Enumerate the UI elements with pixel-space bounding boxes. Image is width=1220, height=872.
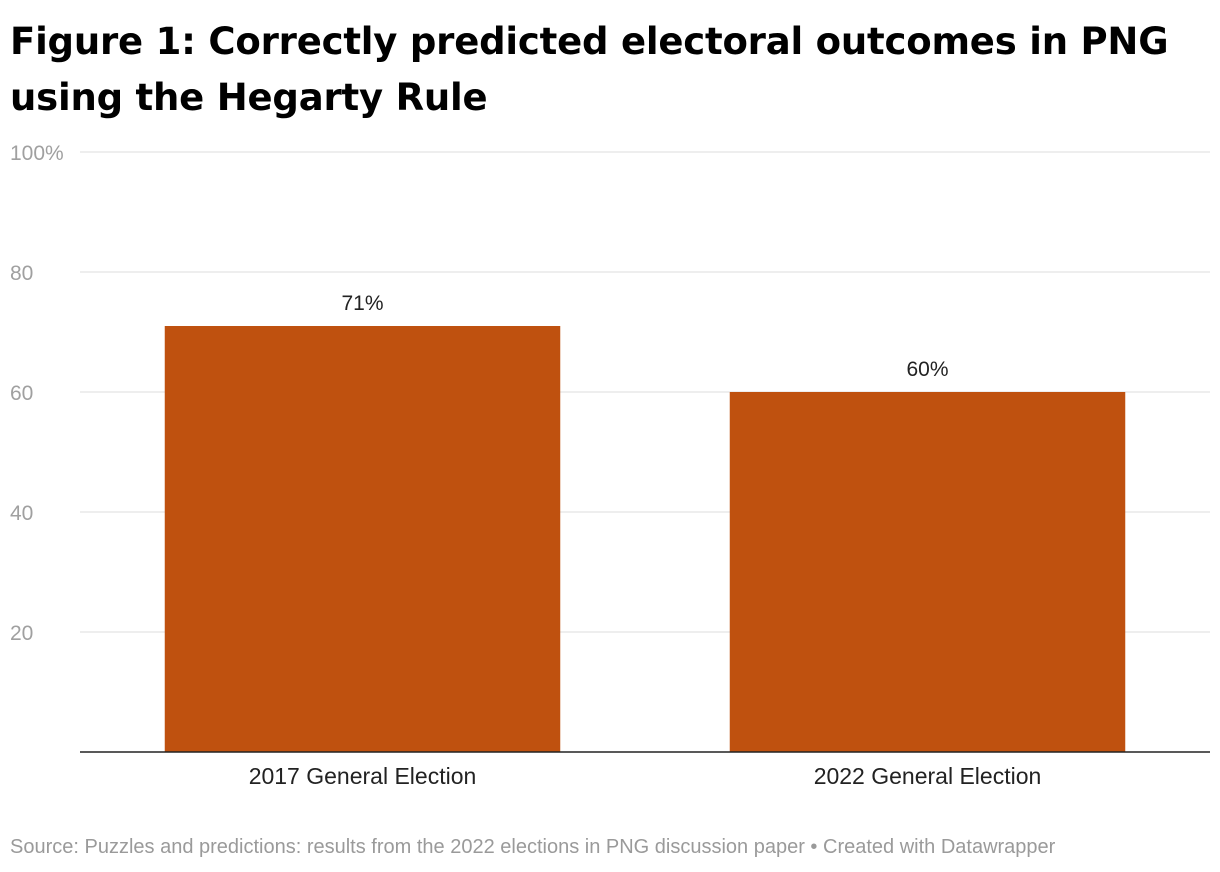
data-labels: 71% 60% [341, 292, 948, 381]
y-tick-label: 100% [10, 142, 64, 165]
credit-text: Created with Datawrapper [823, 836, 1056, 858]
y-tick-label: 20 [10, 622, 33, 645]
y-axis-ticks: 20 40 60 80 100% [10, 142, 64, 645]
x-tick-label: 2022 General Election [814, 763, 1042, 789]
chart-title-line-1: Figure 1: Correctly predicted electoral … [10, 20, 1169, 63]
source-note: Source: Puzzles and predictions: results… [10, 836, 1055, 859]
bar-value-label: 60% [906, 358, 948, 381]
y-tick-label: 60 [10, 382, 33, 405]
chart-title: Figure 1: Correctly predicted electoral … [10, 14, 1200, 126]
chart-title-line-2: using the Hegarty Rule [10, 76, 488, 119]
y-tick-label: 40 [10, 502, 33, 525]
bar-value-label: 71% [341, 292, 383, 315]
bars [164, 326, 1126, 752]
x-tick-label: 2017 General Election [249, 763, 477, 789]
bar [164, 326, 561, 752]
footer-separator: • [810, 836, 818, 858]
source-text: Source: Puzzles and predictions: results… [10, 836, 805, 858]
y-tick-label: 80 [10, 262, 33, 285]
bar [729, 392, 1126, 752]
x-axis-ticks: 2017 General Election 2022 General Electi… [249, 763, 1042, 789]
